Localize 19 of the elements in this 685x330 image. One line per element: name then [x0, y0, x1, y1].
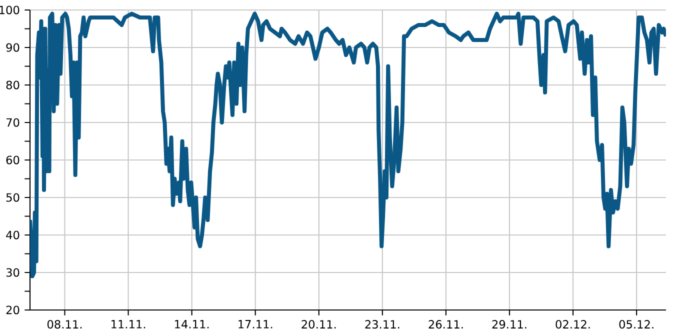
x-tick-label: 26.11. — [428, 320, 463, 329]
x-tick-label: 23.11. — [365, 320, 400, 329]
y-tick-label: 100 — [0, 6, 20, 14]
y-tick-label: 70 — [6, 118, 20, 127]
y-tick-label: 90 — [6, 43, 20, 52]
x-tick-label: 20.11. — [302, 320, 336, 329]
x-tick-label: 29.11. — [492, 320, 526, 329]
y-tick-label: 40 — [6, 230, 20, 240]
y-tick-label: 80 — [6, 80, 20, 90]
y-tick-label: 20 — [6, 306, 20, 314]
y-tick-label: 60 — [6, 156, 20, 164]
y-tick-label: 30 — [6, 268, 20, 277]
x-tick-label: 02.12. — [556, 320, 590, 329]
x-tick-label: 08.11. — [47, 320, 82, 329]
x-tick-label: 14.11. — [175, 320, 209, 328]
x-tick-label: 05.12. — [619, 320, 654, 329]
y-tick-label: 50 — [6, 193, 20, 202]
x-tick-label: 17.11. — [238, 320, 272, 328]
x-tick-label: 11.11. — [112, 320, 146, 328]
